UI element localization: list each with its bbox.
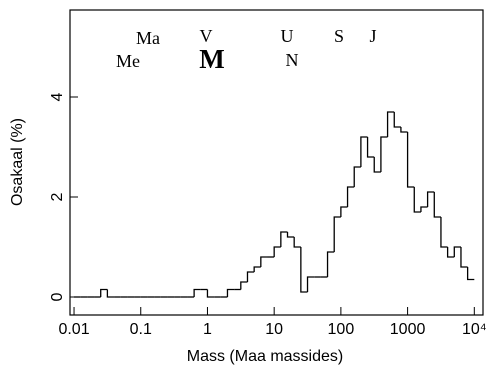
y-tick-label: 4 [49,92,66,101]
y-tick-label: 0 [49,292,66,301]
y-tick-label: 2 [49,192,66,201]
planet-label: J [369,26,376,46]
histogram-step [286,232,295,238]
histogram-step [300,247,308,293]
histogram-step [460,247,468,268]
planet-label: Me [116,51,140,71]
histogram-step [360,136,368,167]
histogram-step [440,217,448,248]
histogram-step [453,246,461,257]
histogram-step [253,266,261,272]
histogram-step [406,132,415,188]
histogram-step [226,288,235,297]
histogram-step [433,192,441,218]
y-axis-label: Osakaal (%) [9,118,26,206]
histogram-step [373,157,381,173]
histogram-step [386,111,395,137]
histogram-step [306,276,315,292]
histogram-step [380,136,388,172]
histogram-step [333,216,341,252]
histogram-step [353,166,361,187]
x-tick-label: 0.01 [58,321,89,338]
histogram-step [340,206,348,217]
x-tick-label: 1 [203,321,212,338]
x-tick-label: 100 [328,321,355,338]
planet-label: N [286,50,299,70]
x-tick-label: 0.1 [130,321,152,338]
histogram-step [413,187,421,213]
histogram-step [193,288,201,297]
histogram-step [466,267,475,281]
histogram-step [106,289,115,298]
planet-label: U [281,26,294,46]
histogram-step [293,237,301,248]
x-tick-label: 10⁴ [462,321,487,338]
histogram-step [426,191,435,207]
planet-label: V [200,26,213,46]
histogram-step [206,289,215,298]
histogram-step [100,288,108,297]
histogram-step [240,281,248,290]
histogram-step [346,186,355,207]
planet-label: M [199,44,224,74]
histogram-step [446,247,455,258]
plot-frame [69,9,484,316]
histogram-step [420,206,428,212]
planet-label: Ma [136,28,160,48]
x-tick-label: 1000 [390,321,426,338]
x-tick-label: 10 [265,321,283,338]
histogram-step [280,231,288,247]
planet-label: S [334,26,344,46]
histogram-step [273,246,281,257]
histogram-step [400,127,408,133]
histogram-step [366,137,375,158]
histogram-step [326,251,335,277]
x-axis-label: Mass (Maa massides) [187,348,343,365]
histogram-step [393,112,401,128]
histogram-step [246,271,255,282]
histogram-step [260,256,268,267]
